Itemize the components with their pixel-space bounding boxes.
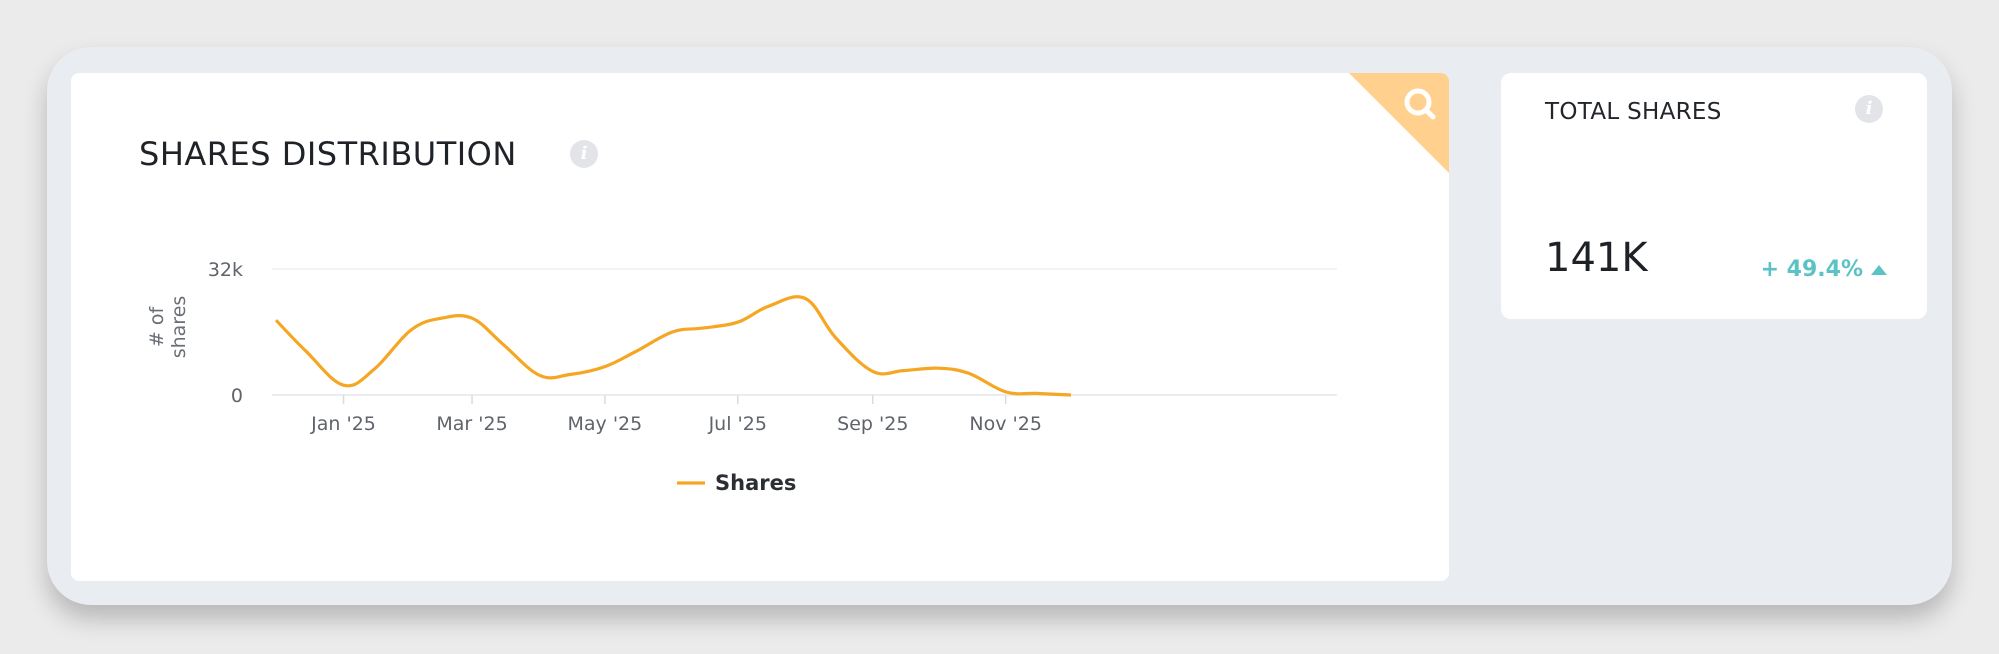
dashboard-frame: SHARES DISTRIBUTION i 32k 0 Jan '25 Mar '25…	[47, 47, 1952, 605]
shares-change-badge: + 49.4%	[1761, 257, 1887, 282]
y-tick-label: 32k	[208, 259, 243, 281]
corner-fold	[1349, 73, 1449, 173]
info-icon[interactable]: i	[1855, 95, 1883, 123]
search-corner-button[interactable]	[1349, 73, 1449, 173]
info-icon[interactable]: i	[570, 140, 598, 168]
x-tick-label: Jan '25	[310, 413, 376, 435]
total-shares-value: 141K	[1545, 235, 1648, 281]
x-tick-label: Mar '25	[436, 413, 507, 435]
y-axis-label: shares	[168, 296, 190, 359]
y-axis-label: # of	[146, 306, 168, 348]
x-tick-label: Nov '25	[969, 413, 1042, 435]
stats-title: TOTAL SHARES	[1545, 99, 1722, 125]
shares-line-chart: 32k 0 Jan '25 Mar '25 May '25 Jul '25 Sep '25 N…	[146, 259, 1337, 495]
x-tick-label: Sep '25	[837, 413, 908, 435]
x-tick-label: May '25	[568, 413, 643, 435]
shares-distribution-card: SHARES DISTRIBUTION i 32k 0 Jan '25 Mar '25…	[71, 73, 1449, 581]
y-tick-label: 0	[231, 385, 243, 407]
search-icon	[1404, 88, 1436, 120]
shares-series-line	[274, 295, 1072, 397]
total-shares-card: TOTAL SHARES i 141K + 49.4%	[1501, 73, 1927, 319]
shares-change-value: + 49.4%	[1760, 257, 1863, 282]
triangle-up-icon	[1871, 264, 1887, 275]
legend-label-shares[interactable]: Shares	[715, 471, 796, 495]
x-tick-label: Jul '25	[708, 413, 767, 435]
chart-title: SHARES DISTRIBUTION	[139, 135, 517, 173]
